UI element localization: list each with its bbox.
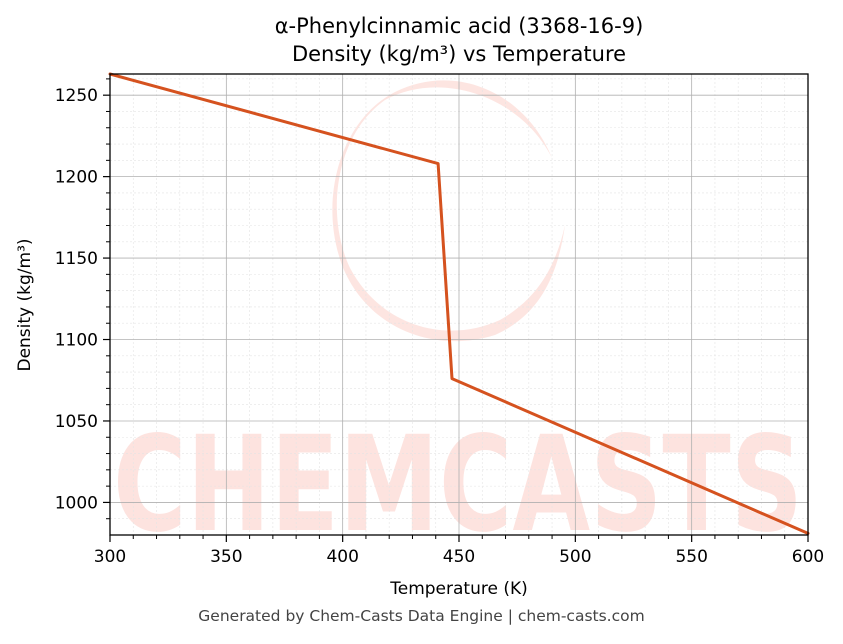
- x-tick-label: 350: [210, 547, 242, 567]
- y-tick-label: 1150: [55, 249, 98, 269]
- y-tick-label: 1050: [55, 412, 98, 432]
- x-tick-label: 600: [792, 547, 824, 567]
- chart-subtitle: Density (kg/m³) vs Temperature: [292, 42, 626, 66]
- density-line: [108, 72, 810, 535]
- footer-credit: Generated by Chem-Casts Data Engine | ch…: [198, 607, 645, 625]
- x-axis-label: Temperature (K): [389, 579, 528, 599]
- series-layer: [108, 72, 810, 535]
- watermark-text: CHEMCASTS: [113, 408, 803, 562]
- x-tick-label: 550: [675, 547, 707, 567]
- y-tick-label: 1250: [55, 86, 98, 106]
- x-tick-label: 500: [559, 547, 591, 567]
- y-axis-label: Density (kg/m³): [15, 238, 35, 371]
- y-tick-label: 1100: [55, 331, 98, 351]
- watermark-swirl: [332, 80, 565, 342]
- x-tick-label: 300: [94, 547, 126, 567]
- x-tick-label: 450: [443, 547, 475, 567]
- chemcasts-watermark: CHEMCASTS: [113, 80, 803, 562]
- y-tick-label: 1000: [55, 493, 98, 513]
- x-tick-label: 400: [326, 547, 358, 567]
- y-tick-label: 1200: [55, 168, 98, 188]
- axis-ticks: 300 350 400 450 500 550 600 1000 1050 1100 1150 120…: [55, 78, 824, 567]
- chart-title: α-Phenylcinnamic acid (3368-16-9): [275, 14, 644, 38]
